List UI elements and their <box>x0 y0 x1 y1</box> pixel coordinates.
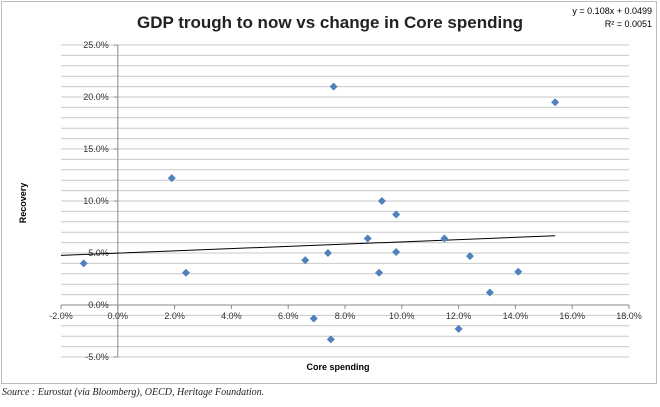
data-point <box>465 252 474 261</box>
x-tick-label: 8.0% <box>335 311 356 321</box>
data-point <box>392 210 401 219</box>
data-point <box>440 234 449 243</box>
y-tick-label: -5.0% <box>85 352 109 362</box>
source-note: Source : Eurostat (via Bloomberg), OECD,… <box>2 387 265 398</box>
trendline <box>60 235 556 256</box>
data-point <box>329 82 338 91</box>
y-tick-labels: -5.0% 0.0% 5.0% 10.0% 15.0% 20.0% 25.0% <box>83 40 109 362</box>
data-points <box>79 82 560 344</box>
axes <box>60 44 630 358</box>
data-point <box>326 335 335 344</box>
x-tick-label: 10.0% <box>389 311 415 321</box>
x-tick-label: 6.0% <box>278 311 299 321</box>
data-point <box>514 267 523 276</box>
x-tick-label: 16.0% <box>559 311 585 321</box>
data-point <box>551 98 560 107</box>
r-squared: R² = 0.0051 <box>605 19 652 29</box>
x-tick-label: 12.0% <box>446 311 472 321</box>
chart-frame: -5.0% 0.0% 5.0% 10.0% 15.0% 20.0% 25.0% -2.0% 0… <box>1 1 657 384</box>
data-point <box>323 249 332 257</box>
chart-title: GDP trough to now vs change in Core spen… <box>137 13 523 32</box>
data-point <box>79 259 88 268</box>
y-tick-label: 20.0% <box>83 92 109 102</box>
data-point <box>392 247 401 256</box>
data-point <box>377 197 386 205</box>
data-point <box>167 174 176 183</box>
y-tick-label: 5.0% <box>88 248 109 258</box>
data-point <box>309 314 318 323</box>
y-tick-label: 0.0% <box>88 300 109 310</box>
x-tick-label: -2.0% <box>49 311 73 321</box>
x-tick-label: 18.0% <box>616 311 642 321</box>
data-point <box>181 268 190 277</box>
y-tick-label: 25.0% <box>83 40 109 50</box>
data-point <box>454 324 463 333</box>
data-point <box>375 268 384 277</box>
y-tick-label: 15.0% <box>83 144 109 154</box>
y-axis-label: Recovery <box>18 183 28 224</box>
x-axis-label: Core spending <box>306 362 369 372</box>
trendline-equation: y = 0.108x + 0.0499 <box>572 6 652 16</box>
x-tick-label: 4.0% <box>221 311 242 321</box>
data-point <box>301 256 310 265</box>
scatter-chart: -5.0% 0.0% 5.0% 10.0% 15.0% 20.0% 25.0% -2.0% 0… <box>18 6 652 372</box>
data-point <box>363 234 372 243</box>
x-tick-label: 0.0% <box>108 311 129 321</box>
x-tick-label: 14.0% <box>503 311 529 321</box>
x-tick-label: 2.0% <box>164 311 185 321</box>
data-point <box>485 288 494 297</box>
x-tick-labels: -2.0% 0.0% 2.0% 4.0% 6.0% 8.0% 10.0% 12.0% 14.0%… <box>49 311 642 321</box>
y-tick-label: 10.0% <box>83 196 109 206</box>
